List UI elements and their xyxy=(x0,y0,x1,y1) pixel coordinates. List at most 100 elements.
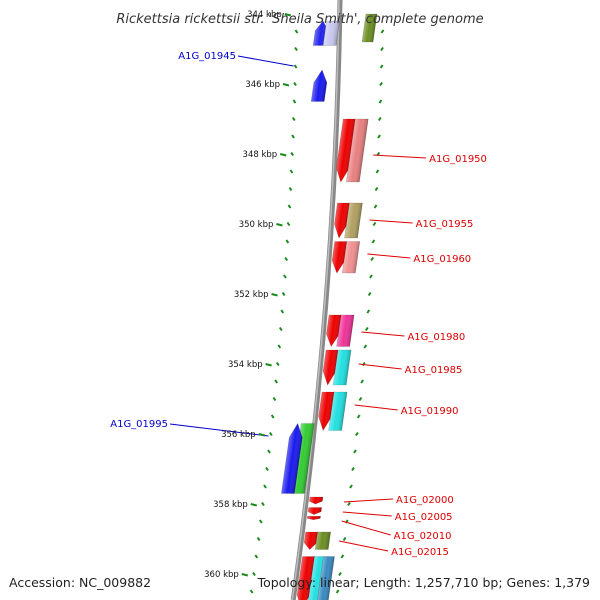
feature-shading xyxy=(304,532,319,550)
map-title: Rickettsia rickettsii str. 'Sheila Smith… xyxy=(116,12,483,27)
gene-labels: A1G_01945 A1G_01950 A1G_01955 A1G_01960 A1G_… xyxy=(110,51,487,558)
outer-tick xyxy=(265,466,269,472)
outer-tick xyxy=(274,379,278,384)
label-leader xyxy=(341,520,391,536)
outer-tick xyxy=(249,589,254,594)
feature-shading xyxy=(307,516,321,520)
inner-tick xyxy=(371,239,376,244)
feature-shading xyxy=(332,241,348,273)
outer-tick xyxy=(283,274,287,279)
gene-label: A1G_01955 xyxy=(416,219,474,230)
gene-label: A1G_01985 xyxy=(405,365,463,376)
kbp-label: 358 kbp xyxy=(213,500,248,510)
outer-tick xyxy=(267,449,271,454)
outer-tick xyxy=(261,501,265,507)
inner-tick-track xyxy=(335,29,385,594)
kbp-label: 348 kbp xyxy=(243,150,278,160)
outer-tick xyxy=(287,204,292,209)
outer-tick xyxy=(258,519,263,524)
outer-tick xyxy=(285,239,290,244)
feature-shading xyxy=(311,70,327,102)
outer-tick xyxy=(272,396,277,402)
inner-tick xyxy=(375,169,380,174)
label-leader xyxy=(339,540,389,552)
inner-tick xyxy=(370,256,375,262)
label-leader xyxy=(369,219,413,224)
label-leader xyxy=(367,253,411,259)
inner-tick xyxy=(373,204,378,209)
kbp-tick xyxy=(279,153,287,157)
outer-tick xyxy=(256,536,261,542)
inner-tick xyxy=(366,309,371,314)
feature-shading xyxy=(291,423,315,494)
inner-tick xyxy=(369,274,373,279)
outer-tick xyxy=(269,431,273,437)
feature-shading xyxy=(333,350,352,385)
kbp-tick xyxy=(282,83,290,87)
kbp-tick xyxy=(250,503,258,507)
inner-tick xyxy=(379,81,383,87)
feature-track xyxy=(281,13,378,600)
feature-shading xyxy=(328,392,348,431)
gene-label: A1G_01980 xyxy=(407,332,465,343)
gene-label: A1G_01990 xyxy=(401,406,459,417)
outer-tick xyxy=(280,309,285,314)
outer-tick xyxy=(277,344,282,349)
outer-tick xyxy=(290,151,295,157)
inner-tick xyxy=(335,589,340,594)
outer-tick xyxy=(278,326,283,332)
backbone-highlight xyxy=(291,0,340,600)
gene-label: A1G_01960 xyxy=(413,254,471,265)
label-leader xyxy=(237,55,294,67)
kbp-label: 346 kbp xyxy=(245,80,280,90)
outer-tick-track xyxy=(249,29,299,594)
outer-tick xyxy=(281,291,286,297)
outer-tick xyxy=(270,414,275,419)
kbp-scale: 344 kbp 346 kbp 348 kbp 350 kbp 352 kbp 354 k… xyxy=(204,10,292,580)
inner-tick xyxy=(340,554,345,559)
topology-text: Topology: linear; Length: 1,257,710 bp; … xyxy=(257,575,590,590)
label-leader xyxy=(373,154,427,159)
outer-tick xyxy=(291,116,296,122)
gene-label: A1G_01945 xyxy=(178,51,236,62)
backbone-line xyxy=(290,0,343,600)
inner-tick xyxy=(364,326,369,332)
feature-shading xyxy=(336,315,355,347)
outer-tick xyxy=(286,221,291,227)
gene-label: A1G_01950 xyxy=(429,154,487,165)
gene-label: A1G_01995 xyxy=(110,419,168,430)
label-leader xyxy=(342,511,392,517)
feature-shading xyxy=(323,350,340,385)
inner-tick xyxy=(358,396,363,402)
inner-tick xyxy=(353,449,357,454)
inner-tick xyxy=(367,291,372,297)
kbp-label: 360 kbp xyxy=(204,570,239,580)
feature-shading xyxy=(362,14,377,42)
feature-shading xyxy=(309,497,323,504)
outer-tick xyxy=(294,46,298,52)
inner-tick xyxy=(349,484,353,489)
inner-tick xyxy=(372,221,377,227)
inner-tick xyxy=(355,431,359,437)
kbp-tick xyxy=(284,13,292,17)
kbp-tick xyxy=(265,363,272,367)
inner-tick xyxy=(377,116,382,122)
outer-tick xyxy=(294,29,299,34)
feature-shading xyxy=(316,556,335,600)
kbp-label: 354 kbp xyxy=(228,360,263,370)
inner-tick xyxy=(380,29,385,34)
sequence-backbone xyxy=(290,0,343,600)
feature-shading xyxy=(318,392,336,431)
outer-tick xyxy=(263,484,267,489)
inner-tick xyxy=(374,186,379,192)
feature-shading xyxy=(346,119,369,182)
feature-shading xyxy=(336,119,357,182)
inner-tick xyxy=(360,379,364,384)
inner-tick xyxy=(378,99,383,104)
inner-tick xyxy=(363,344,368,349)
outer-tick xyxy=(288,186,293,192)
kbp-tick xyxy=(258,433,265,437)
outer-tick xyxy=(252,571,256,577)
inner-tick xyxy=(342,536,347,542)
outer-tick xyxy=(291,134,295,139)
